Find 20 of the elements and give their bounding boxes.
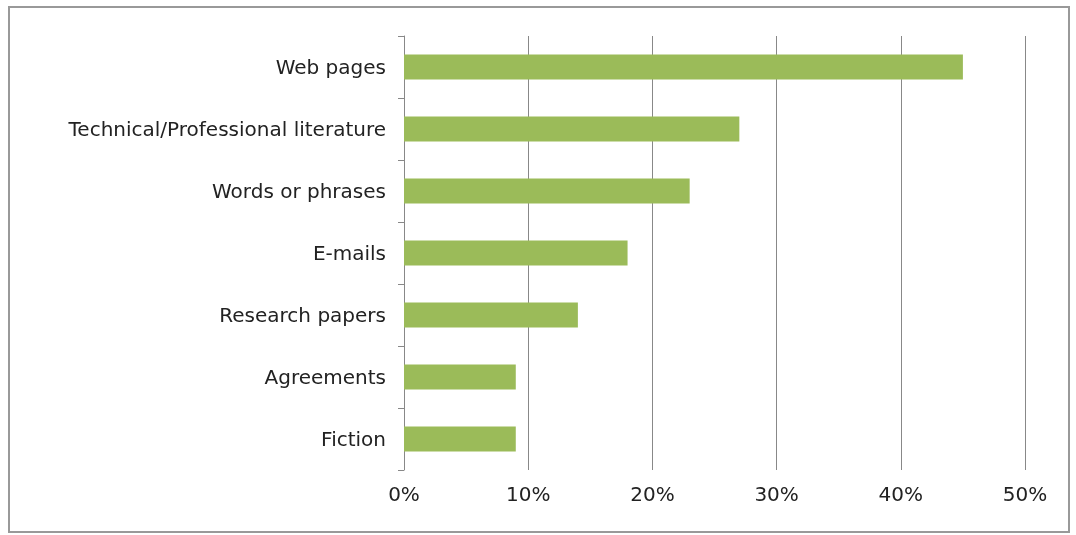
bar <box>404 116 740 142</box>
bar <box>404 178 690 204</box>
bar <box>404 426 516 452</box>
x-tick-label: 40% <box>878 482 924 506</box>
x-tick-label: 0% <box>388 482 420 506</box>
bar <box>404 240 628 266</box>
x-tick-label: 20% <box>630 482 675 506</box>
bar <box>404 54 963 80</box>
y-tick-label: Technical/Professional literature <box>67 117 386 141</box>
x-tick-label: 30% <box>754 482 799 506</box>
y-tick-label: E-mails <box>312 241 386 265</box>
y-tick-label: Research papers <box>219 303 386 327</box>
bar <box>404 364 516 390</box>
bar <box>404 302 578 328</box>
y-tick-label: Fiction <box>321 427 386 451</box>
y-tick-label: Agreements <box>264 365 386 389</box>
y-tick-label: Words or phrases <box>212 179 386 203</box>
y-tick-label: Web pages <box>275 55 386 79</box>
x-tick-label: 10% <box>505 482 551 506</box>
x-tick-label: 50% <box>1002 482 1048 506</box>
